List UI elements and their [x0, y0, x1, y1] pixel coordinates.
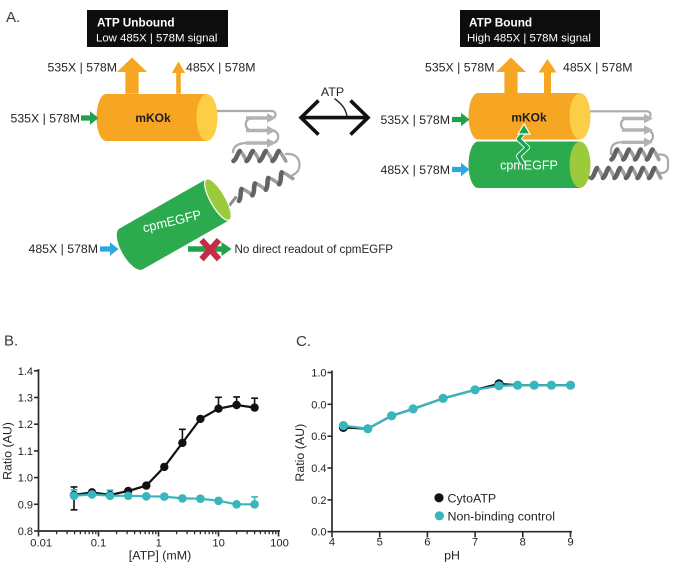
svg-text:ATP: ATP: [321, 85, 344, 99]
svg-text:0.01: 0.01: [30, 538, 52, 550]
svg-text:6: 6: [424, 537, 430, 549]
svg-text:1.2: 1.2: [18, 419, 33, 431]
svg-text:485X | 578M: 485X | 578M: [186, 61, 256, 75]
svg-text:0.8: 0.8: [18, 526, 33, 538]
svg-text:pH: pH: [444, 549, 460, 563]
svg-text:485X | 578M: 485X | 578M: [380, 163, 450, 177]
svg-text:100: 100: [270, 538, 289, 550]
svg-text:5: 5: [377, 537, 383, 549]
svg-text:CytoATP: CytoATP: [448, 492, 497, 506]
svg-text:ATP Bound: ATP Bound: [469, 16, 532, 30]
svg-text:0.9: 0.9: [18, 499, 33, 511]
svg-text:535X | 578M: 535X | 578M: [380, 113, 450, 127]
svg-text:Low 485X | 578M signal: Low 485X | 578M signal: [96, 33, 217, 45]
svg-text:10: 10: [212, 538, 224, 550]
svg-text:0.6: 0.6: [311, 431, 326, 443]
svg-text:1.0: 1.0: [18, 473, 33, 485]
svg-text:1.4: 1.4: [18, 366, 33, 378]
svg-text:No direct readout of cpmEGFP: No direct readout of cpmEGFP: [235, 243, 394, 256]
svg-text:A.: A.: [6, 9, 20, 26]
svg-text:ATP Unbound: ATP Unbound: [97, 16, 175, 30]
svg-text:0.2: 0.2: [311, 495, 326, 507]
svg-text:0.4: 0.4: [311, 463, 326, 475]
svg-text:0.0: 0.0: [311, 527, 326, 539]
svg-text:High 485X | 578M signal: High 485X | 578M signal: [467, 33, 591, 45]
svg-text:1.3: 1.3: [18, 393, 33, 405]
svg-text:485X | 578M: 485X | 578M: [563, 61, 633, 75]
svg-text:0.1: 0.1: [91, 538, 107, 550]
svg-text:8: 8: [520, 537, 526, 549]
svg-text:Ratio (AU): Ratio (AU): [293, 424, 307, 482]
svg-text:1.1: 1.1: [18, 446, 33, 458]
svg-text:Ratio (AU): Ratio (AU): [1, 422, 15, 480]
svg-text:7: 7: [472, 537, 478, 549]
svg-text:mKOk: mKOk: [511, 111, 547, 125]
svg-text:535X | 578M: 535X | 578M: [10, 112, 80, 126]
svg-text:0.0: 0.0: [311, 399, 326, 411]
svg-text:cpmEGFP: cpmEGFP: [500, 159, 558, 173]
svg-text:C.: C.: [296, 333, 311, 350]
svg-text:B.: B.: [4, 333, 18, 350]
svg-text:485X | 578M: 485X | 578M: [28, 242, 98, 256]
svg-text:mKOk: mKOk: [135, 111, 171, 125]
svg-text:1: 1: [156, 538, 162, 550]
svg-text:Non-binding control: Non-binding control: [448, 510, 555, 524]
svg-text:535X | 578M: 535X | 578M: [47, 61, 117, 75]
svg-text:9: 9: [567, 537, 573, 549]
svg-text:535X | 578M: 535X | 578M: [425, 61, 495, 75]
svg-text:1.0: 1.0: [311, 368, 326, 380]
svg-text:4: 4: [329, 537, 335, 549]
svg-text:[ATP] (mM): [ATP] (mM): [129, 549, 191, 563]
